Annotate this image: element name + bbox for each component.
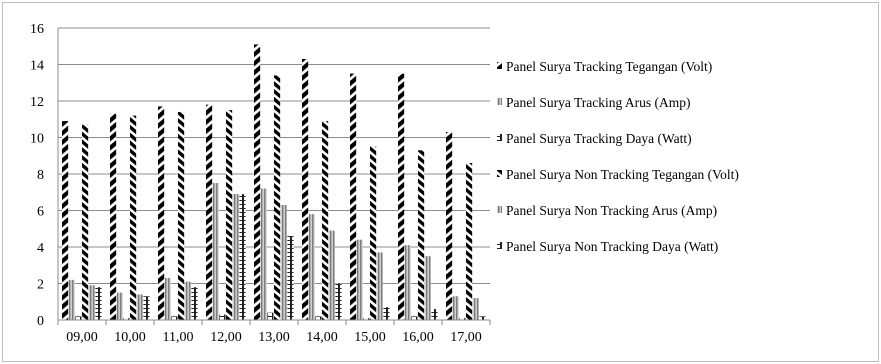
x-tick-label: 12,00 [210, 330, 242, 345]
x-tick-label: 15,00 [354, 330, 386, 345]
bar [356, 239, 363, 320]
bar [466, 163, 473, 320]
x-tick-label: 16,00 [402, 330, 434, 345]
legend-label: Panel Surya Tracking Daya (Watt) [506, 131, 692, 146]
legend-label: Panel Surya Non Tracking Daya (Watt) [506, 239, 718, 254]
bar [116, 292, 123, 320]
bar [350, 73, 357, 320]
legend-swatch [497, 170, 502, 177]
bar [143, 296, 150, 320]
bar [254, 44, 261, 321]
bar [95, 287, 102, 320]
bar [212, 183, 219, 320]
bar [280, 205, 287, 320]
bar [363, 318, 370, 320]
x-tick-label: 14,00 [306, 330, 338, 345]
y-tick-label: 2 [37, 278, 44, 293]
x-tick-label: 13,00 [258, 330, 290, 345]
bar [82, 124, 89, 320]
bar [62, 121, 69, 320]
y-tick-label: 14 [30, 59, 44, 74]
bar [158, 106, 165, 320]
bar [267, 312, 274, 320]
y-tick-label: 0 [37, 314, 44, 329]
legend-swatch [497, 242, 502, 249]
y-tick-label: 12 [30, 95, 44, 110]
bar [308, 214, 315, 320]
bar [446, 132, 453, 320]
bar [110, 113, 117, 321]
x-tick-label: 11,00 [163, 330, 194, 345]
x-tick-label: 17,00 [450, 330, 482, 345]
legend-label: Panel Surya Non Tracking Arus (Amp) [506, 203, 717, 218]
bar [328, 230, 335, 320]
bar [479, 316, 486, 320]
legend-swatch [497, 98, 502, 105]
bar [123, 318, 130, 320]
bar [411, 316, 418, 320]
bar [136, 294, 143, 320]
bar [164, 278, 171, 320]
legend-swatch [497, 134, 502, 141]
bar [178, 111, 185, 320]
x-tick-label: 10,00 [114, 330, 146, 345]
y-tick-label: 8 [37, 168, 44, 183]
y-tick-label: 10 [30, 132, 44, 147]
x-tick-label: 09,00 [66, 330, 98, 345]
legend-label: Panel Surya Non Tracking Tegangan (Volt) [506, 167, 739, 182]
bar [68, 279, 75, 320]
bar [398, 73, 405, 320]
legend-swatch [497, 206, 502, 213]
bar [239, 194, 246, 320]
bar [315, 316, 322, 320]
bar [206, 104, 213, 321]
bar [274, 75, 281, 320]
legend-label: Panel Surya Tracking Arus (Amp) [506, 95, 691, 110]
bar [431, 309, 438, 320]
bar [370, 146, 377, 320]
legend: Panel Surya Tracking Tegangan (Volt) Pane… [497, 59, 739, 254]
bar [287, 236, 294, 320]
bar [219, 314, 226, 320]
y-tick-label: 16 [30, 22, 44, 37]
bar [472, 298, 479, 320]
bar [418, 150, 425, 320]
bar [184, 281, 191, 320]
bar [424, 256, 431, 320]
bar [260, 188, 267, 320]
bar [88, 285, 95, 320]
bar [322, 121, 329, 320]
bar [404, 245, 411, 320]
legend-swatch [497, 62, 502, 69]
y-tick-label: 6 [37, 205, 44, 220]
bar [130, 115, 137, 320]
axes: 0 2 4 6 8 10 12 14 16 09,00 10,00 11,00 12,00 13,00 14… [30, 22, 491, 345]
bar [75, 316, 82, 320]
bar [452, 296, 459, 320]
bar [335, 283, 342, 320]
bar [232, 194, 239, 320]
bar [383, 307, 390, 320]
bars [62, 44, 486, 321]
y-tick-label: 4 [37, 241, 44, 256]
bar [302, 59, 309, 321]
bar [191, 287, 198, 320]
bar [226, 110, 233, 320]
bar [376, 252, 383, 320]
bar [171, 316, 178, 320]
bar [459, 318, 466, 320]
legend-label: Panel Surya Tracking Tegangan (Volt) [506, 59, 712, 74]
